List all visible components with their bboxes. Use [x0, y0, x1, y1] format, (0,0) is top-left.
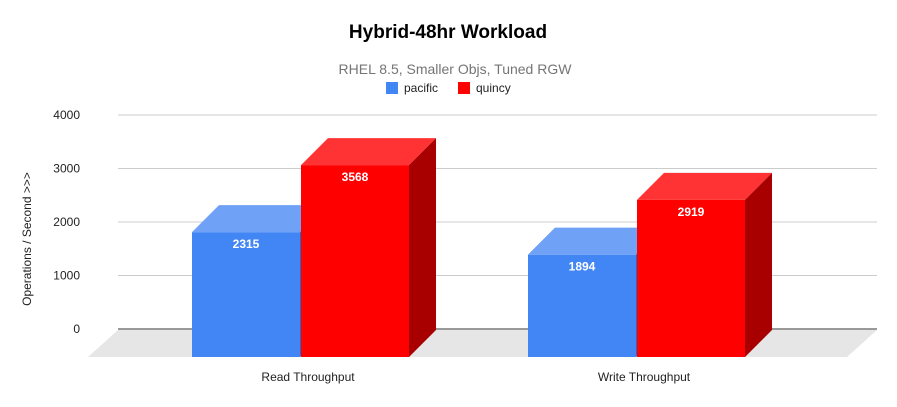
bar-front: [301, 165, 409, 357]
y-tick-label: 2000: [53, 215, 80, 229]
data-label: 2919: [678, 205, 705, 219]
y-tick-label: 1000: [53, 269, 80, 283]
data-labels: 2315 3568 1894 2919: [233, 170, 705, 274]
bars: [192, 138, 772, 357]
bar-front: [637, 199, 745, 357]
y-axis-ticks: 0 1000 2000 3000 4000: [53, 108, 80, 336]
bar-quincy-1: [637, 172, 772, 357]
category-label: Read Throughput: [261, 370, 355, 384]
legend-swatch-quincy: [458, 82, 470, 94]
bar-side: [409, 138, 436, 357]
bar-top: [528, 227, 663, 255]
data-label: 3568: [342, 170, 369, 184]
data-label: 2315: [233, 237, 260, 251]
chart-subtitle: RHEL 8.5, Smaller Objs, Tuned RGW: [339, 61, 573, 77]
legend-label-pacific: pacific: [404, 81, 438, 95]
bar-front: [528, 254, 636, 357]
bar-top: [301, 138, 436, 166]
y-tick-label: 4000: [53, 108, 80, 122]
y-tick-label: 0: [73, 322, 80, 336]
category-label: Write Throughput: [598, 370, 691, 384]
y-axis-title: Operations / Second >>>: [20, 172, 34, 306]
bar-quincy-0: [301, 138, 436, 357]
bar-top: [637, 172, 772, 200]
bar-front: [192, 232, 300, 357]
bar-top: [192, 205, 327, 233]
bar-side: [745, 172, 772, 357]
category-labels: Read Throughput Write Throughput: [261, 370, 690, 384]
legend-label-quincy: quincy: [476, 81, 511, 95]
legend-swatch-pacific: [386, 82, 398, 94]
data-label: 1894: [569, 260, 596, 274]
legend: pacific quincy: [386, 81, 511, 95]
chart-title: Hybrid-48hr Workload: [349, 22, 547, 43]
y-tick-label: 3000: [53, 162, 80, 176]
